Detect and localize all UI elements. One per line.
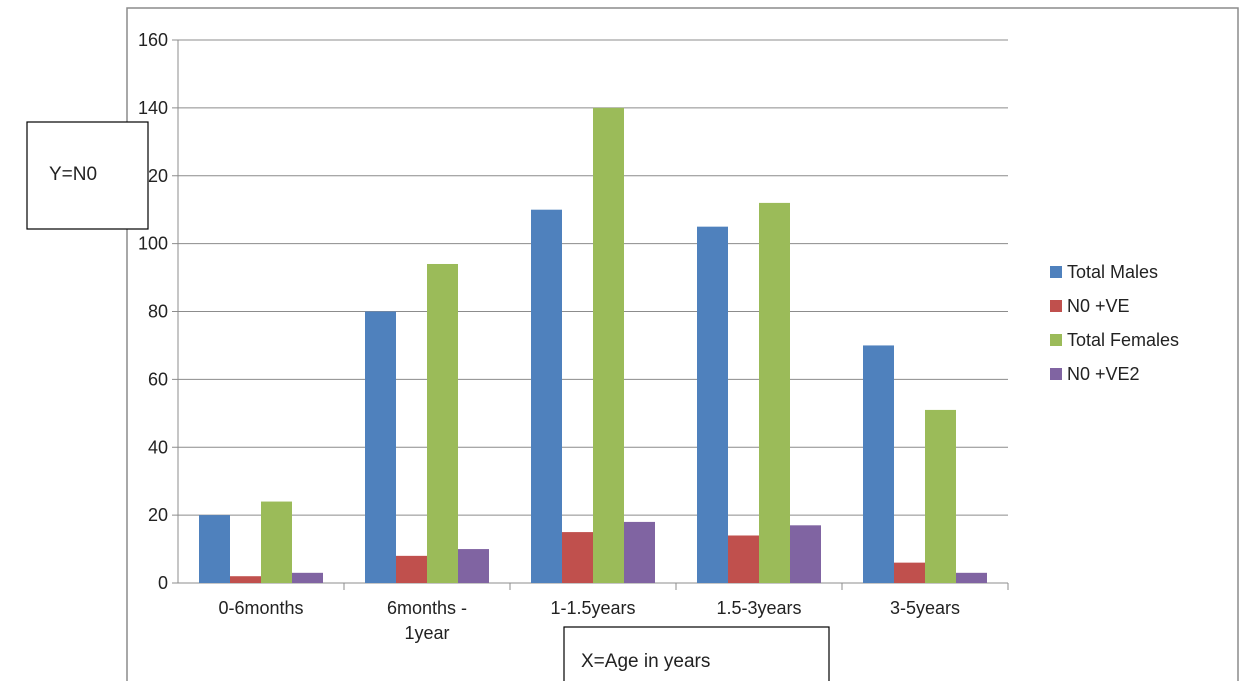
bar-total-females	[925, 409, 956, 583]
legend: Total Males N0 +VE Total Females N0 +VE2	[1050, 262, 1179, 384]
legend-label: N0 +VE	[1067, 296, 1130, 316]
bar-n0-ve	[728, 535, 759, 583]
y-tick-label: 60	[148, 369, 168, 389]
bar-n0-ve	[396, 555, 427, 583]
legend-swatch	[1050, 266, 1062, 278]
y-tick-label: 100	[138, 234, 168, 254]
bar-total-males	[531, 209, 562, 583]
x-axis-annotation-text: X=Age in years	[581, 651, 710, 672]
bar-n0-ve	[562, 532, 593, 583]
bar-n0-ve2	[956, 572, 987, 583]
y-tick-label: 40	[148, 437, 168, 457]
bar-total-males	[365, 311, 396, 583]
y-tick-label: 20	[148, 505, 168, 525]
x-tick-label: 1.5-3years	[716, 598, 801, 618]
bar-total-males	[199, 515, 230, 583]
x-axis-annotation: X=Age in years	[563, 626, 830, 681]
bar-total-females	[759, 202, 790, 583]
bar-n0-ve2	[624, 521, 655, 583]
x-tick-label: 1year	[404, 623, 449, 643]
x-tick-label: 3-5years	[890, 598, 960, 618]
bar-n0-ve	[894, 562, 925, 583]
y-axis-annotation: Y=N0	[26, 121, 149, 230]
legend-label: Total Males	[1067, 262, 1158, 282]
legend-swatch	[1050, 334, 1062, 346]
legend-label: N0 +VE2	[1067, 364, 1140, 384]
chart-border	[126, 7, 1239, 681]
legend-swatch	[1050, 300, 1062, 312]
y-tick-label: 0	[158, 573, 168, 593]
bar-total-females	[593, 107, 624, 583]
y-tick-label: 160	[138, 30, 168, 50]
bar-n0-ve2	[458, 549, 489, 583]
legend-swatch	[1050, 368, 1062, 380]
y-tick-label: 80	[148, 302, 168, 322]
bar-total-males	[863, 345, 894, 583]
bar-n0-ve	[230, 576, 261, 583]
x-tick-label: 0-6months	[218, 598, 303, 618]
bar-n0-ve2	[292, 572, 323, 583]
y-tick-label: 140	[138, 98, 168, 118]
bar-total-females	[427, 263, 458, 583]
x-tick-label: 1-1.5years	[550, 598, 635, 618]
y-axis-annotation-text: Y=N0	[49, 164, 97, 185]
bar-n0-ve2	[790, 525, 821, 583]
bar-total-females	[261, 501, 292, 583]
legend-label: Total Females	[1067, 330, 1179, 350]
x-tick-label: 6months -	[387, 598, 467, 618]
bar-total-males	[697, 226, 728, 583]
